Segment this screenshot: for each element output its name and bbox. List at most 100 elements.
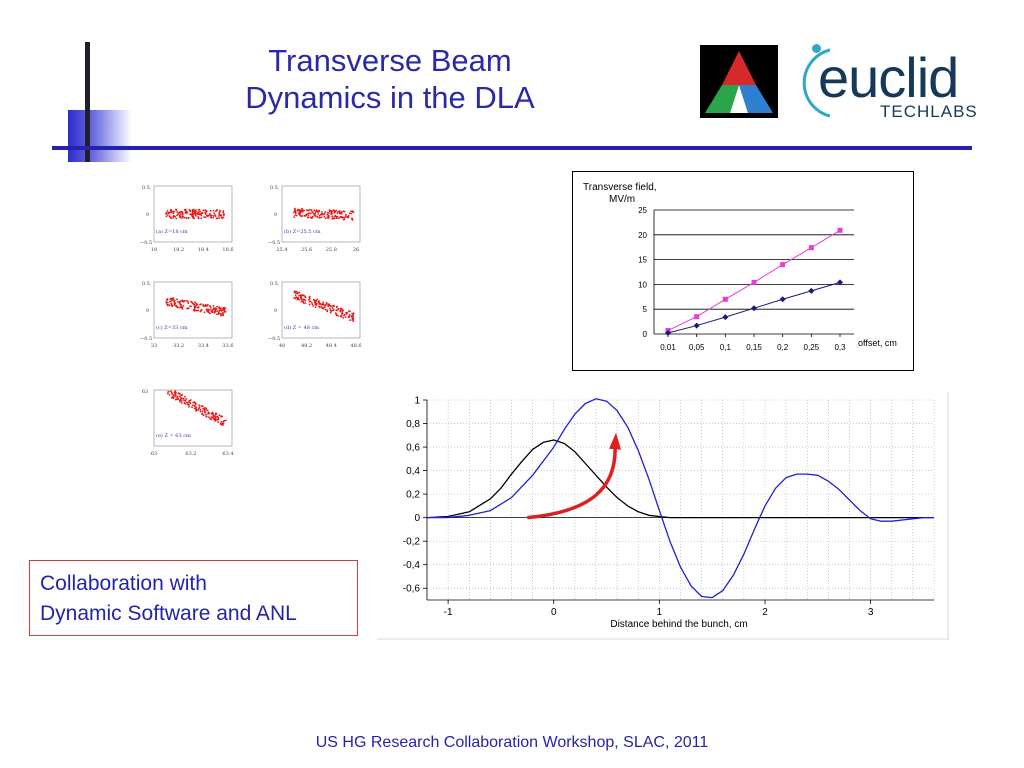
simulation-particle	[342, 316, 345, 319]
simulation-particle	[182, 397, 185, 400]
simulation-particle	[341, 312, 344, 315]
simulation-particle	[339, 216, 342, 219]
chart-xtick-label: 3	[868, 607, 874, 618]
simulation-particle	[308, 303, 311, 306]
simulation-particle	[343, 313, 346, 316]
simulation-particle	[317, 213, 320, 215]
simulation-particle	[339, 315, 342, 318]
simulation-panel-ytick: 0.5	[142, 281, 150, 287]
simulation-particle	[179, 400, 181, 403]
simulation-particle	[212, 307, 215, 309]
simulation-particle	[211, 310, 213, 313]
simulation-particle	[331, 212, 333, 215]
simulation-particle	[195, 309, 198, 312]
simulation-panel-caption: (a) Z=18 cm	[156, 228, 188, 235]
simulation-particle	[224, 307, 227, 309]
simulation-particle	[341, 311, 344, 313]
simulation-particle	[295, 292, 297, 295]
simulation-particle	[216, 310, 219, 312]
simulation-particle	[179, 303, 181, 305]
simulation-particle	[197, 309, 200, 312]
simulation-particle	[166, 392, 169, 395]
simulation-particle	[336, 215, 339, 218]
simulation-particle	[192, 216, 194, 219]
chart-ytick-label: 15	[638, 256, 647, 265]
chart-xtick-label: 2	[762, 607, 768, 618]
simulation-panel-ytick: 0	[146, 308, 149, 314]
simulation-particle	[202, 407, 205, 410]
chart-ytick-label: 5	[643, 305, 648, 314]
simulation-particle	[298, 291, 301, 294]
chart-point-square	[722, 296, 728, 302]
chart-ytick-label: 1	[414, 396, 420, 407]
simulation-particle	[210, 418, 213, 421]
simulation-particle	[166, 210, 169, 212]
simulation-particle	[293, 297, 295, 299]
simulation-particle	[215, 307, 218, 310]
simulation-particle	[181, 306, 184, 308]
simulation-particle	[195, 212, 197, 215]
simulation-particle	[184, 210, 187, 212]
simulation-particle	[212, 417, 215, 420]
simulation-particle	[218, 213, 221, 216]
simulation-particle	[309, 208, 311, 211]
chart-point-diamond	[693, 322, 700, 329]
simulation-particle	[213, 212, 216, 215]
simulation-particle	[192, 210, 195, 212]
simulation-particle	[212, 215, 215, 217]
chart-xlabel: Distance behind the bunch, cm	[610, 619, 747, 630]
simulation-particle	[189, 213, 191, 215]
simulation-particle	[300, 296, 302, 298]
simulation-particle	[340, 216, 343, 218]
chart-ytick-label: 0	[414, 513, 420, 524]
simulation-particle	[190, 300, 192, 303]
simulation-particle	[193, 407, 196, 410]
simulation-particle	[299, 214, 301, 216]
simulation-particle	[331, 305, 334, 307]
simulation-panel-xtick: 48.4	[326, 343, 337, 349]
simulation-particle	[176, 301, 179, 303]
simulation-particle	[337, 211, 339, 213]
simulation-particle	[316, 216, 319, 219]
simulation-particle	[351, 219, 354, 221]
simulation-particle	[179, 398, 182, 401]
simulation-particle	[312, 211, 314, 213]
simulation-particle	[181, 215, 184, 218]
simulation-particle	[213, 310, 216, 312]
simulation-particle	[324, 303, 327, 306]
simulation-particle	[208, 416, 210, 418]
simulation-particle	[185, 398, 188, 400]
simulation-particle	[165, 302, 168, 304]
chart-title-line1: Transverse field,	[583, 182, 657, 193]
simulation-particle	[222, 211, 225, 214]
simulation-particle	[193, 405, 196, 408]
simulation-particle	[204, 216, 207, 219]
simulation-particle	[194, 301, 196, 304]
simulation-particle	[165, 213, 167, 215]
simulation-particle	[331, 218, 334, 220]
simulation-particle	[327, 305, 330, 308]
simulation-particle	[312, 212, 315, 215]
chart-point-diamond	[665, 330, 671, 337]
simulation-particle	[345, 311, 348, 314]
simulation-panel-xtick: 18	[151, 247, 157, 253]
simulation-particle	[174, 390, 176, 393]
simulation-particle	[340, 314, 343, 316]
simulation-particle	[173, 210, 176, 213]
simulation-particle	[192, 404, 194, 406]
chart-ytick-label: 0,8	[406, 419, 420, 430]
chart-xtick-label: 0,05	[689, 343, 705, 352]
simulation-particle	[191, 214, 193, 217]
simulation-particle	[191, 212, 194, 214]
simulation-particle	[345, 213, 347, 216]
simulation-particle	[296, 297, 299, 300]
decorative-gradient-square	[68, 110, 132, 162]
simulation-particle	[325, 302, 328, 304]
simulation-particle	[320, 305, 323, 308]
simulation-particle	[339, 307, 342, 310]
euclid-logo-arc	[802, 48, 831, 118]
simulation-particle	[305, 213, 308, 216]
simulation-panel-caption: (b) Z=25.5 cm	[284, 228, 321, 235]
simulation-particle	[300, 300, 303, 303]
simulation-particle	[201, 405, 204, 408]
